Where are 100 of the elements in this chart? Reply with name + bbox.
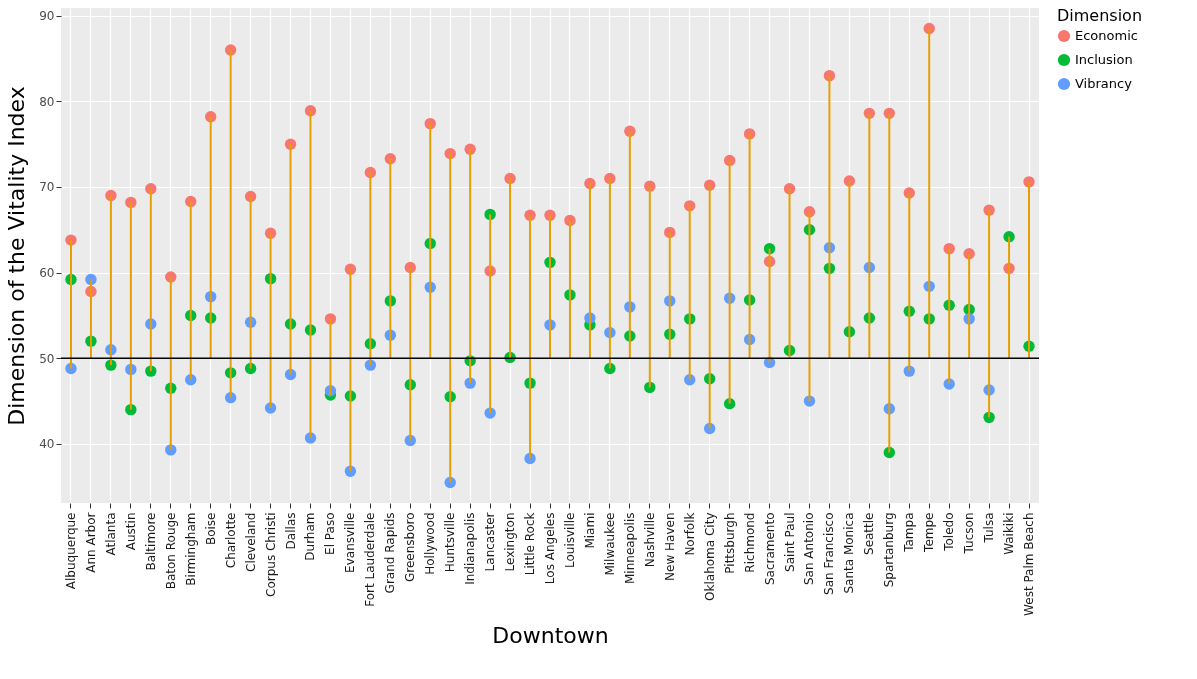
- x-tick-label: El Paso: [323, 512, 338, 555]
- legend-label: Economic: [1075, 28, 1138, 43]
- y-tick-label: 70: [39, 180, 55, 195]
- bar: [289, 144, 292, 375]
- x-tick-label: New Haven: [662, 512, 677, 581]
- legend-label: Inclusion: [1075, 52, 1133, 67]
- x-tick-label: Charlotte: [223, 512, 238, 569]
- x-tick-label: Miami: [582, 512, 597, 549]
- legend-label: Vibrancy: [1075, 76, 1133, 91]
- bar: [728, 160, 731, 404]
- x-tick-label: Seattle: [862, 512, 877, 555]
- y-axis-title: Dimension of the Vitality Index: [4, 86, 30, 426]
- x-tick-label: Toledo: [942, 512, 957, 552]
- bar: [509, 178, 512, 359]
- x-tick-label: Pittsburgh: [722, 512, 737, 574]
- y-tick-label: 80: [39, 94, 55, 109]
- bar: [329, 318, 332, 396]
- x-tick-label: Tucson: [962, 512, 977, 555]
- x-tick-label: Indianapolis: [463, 512, 478, 585]
- bar: [968, 253, 971, 359]
- x-tick-label: Austin: [123, 512, 138, 551]
- x-tick-label: Nashville: [642, 512, 657, 568]
- bar: [189, 201, 192, 380]
- x-tick-label: Atlanta: [103, 512, 118, 556]
- y-tick-label: 90: [39, 9, 55, 24]
- bar: [389, 158, 392, 359]
- bar: [828, 75, 831, 359]
- x-axis-title: Downtown: [492, 622, 609, 648]
- x-tick-label: Sacramento: [762, 512, 777, 586]
- bar: [1028, 181, 1031, 359]
- x-tick-label: Norfolk: [682, 512, 697, 556]
- x-tick-label: Los Angeles: [543, 512, 557, 585]
- bar: [529, 215, 532, 459]
- bar: [549, 215, 551, 359]
- x-tick-label: Tempe: [922, 512, 937, 553]
- x-tick-label: Waikiki: [1002, 512, 1017, 555]
- bar: [489, 214, 492, 414]
- bar: [588, 183, 591, 359]
- bar: [688, 205, 691, 380]
- y-tick-label: 60: [39, 266, 55, 281]
- x-tick-label: San Antonio: [802, 512, 817, 586]
- bar: [768, 248, 771, 363]
- x-tick-label: San Francisco: [822, 512, 837, 595]
- bar: [748, 133, 751, 359]
- x-tick-label: Oklahoma City: [702, 512, 717, 601]
- x-tick-label: West Palm Beach: [1022, 512, 1037, 616]
- bar: [628, 131, 631, 359]
- x-tick-label: Louisville: [562, 512, 577, 568]
- legend-title: Dimension: [1057, 6, 1143, 25]
- x-tick-label: Cleveland: [243, 512, 258, 572]
- bar: [928, 28, 931, 359]
- bar: [409, 267, 412, 441]
- bar: [169, 276, 172, 450]
- bar: [568, 220, 571, 359]
- bar: [708, 185, 711, 429]
- x-tick-label: Grand Rapids: [383, 512, 398, 594]
- x-tick-label: Baltimore: [143, 512, 158, 571]
- bar: [848, 180, 851, 359]
- bar: [868, 113, 871, 359]
- bar: [209, 116, 212, 359]
- bar: [109, 195, 112, 366]
- bar: [89, 279, 92, 359]
- x-tick-label: Birmingham: [183, 512, 198, 586]
- x-tick-label: Santa Monica: [842, 512, 857, 594]
- x-tick-label: Albuquerque: [63, 512, 78, 590]
- bar: [948, 248, 951, 384]
- x-tick-label: Richmond: [742, 512, 757, 573]
- bar: [349, 269, 352, 472]
- x-tick-label: Dallas: [283, 512, 298, 550]
- bar: [429, 123, 432, 359]
- y-tick-label: 50: [39, 351, 55, 366]
- bar: [129, 202, 132, 410]
- x-tick-label: Fort Lauderdale: [363, 512, 378, 607]
- bar: [249, 196, 252, 369]
- bar: [668, 232, 671, 359]
- x-tick-label: Ann Arbor: [83, 512, 98, 573]
- x-tick-label: Corpus Christi: [263, 512, 278, 597]
- bar: [69, 240, 72, 369]
- x-tick-label: Greensboro: [403, 512, 418, 583]
- x-tick-label: Saint Paul: [782, 512, 797, 572]
- bar: [608, 178, 611, 369]
- bar: [908, 192, 911, 372]
- bar: [469, 149, 472, 384]
- bar: [1008, 236, 1011, 359]
- bar: [648, 186, 651, 388]
- x-tick-label: Hollywood: [423, 512, 438, 575]
- x-tick-label: Tampa: [902, 512, 917, 553]
- x-tick-label: Durham: [303, 512, 318, 561]
- x-tick-label: Baton Rouge: [163, 512, 178, 590]
- bar: [988, 210, 991, 418]
- x-tick-label: Milwaukee: [602, 512, 617, 576]
- x-tick-label: Huntsville: [443, 512, 458, 573]
- x-tick-label: Minneapolis: [622, 512, 637, 585]
- bar: [309, 110, 312, 438]
- bar: [149, 188, 152, 372]
- x-tick-label: Spartanburg: [882, 512, 897, 588]
- bar: [449, 153, 452, 483]
- bar: [369, 172, 372, 366]
- y-tick-label: 40: [39, 437, 55, 452]
- bar: [888, 113, 891, 453]
